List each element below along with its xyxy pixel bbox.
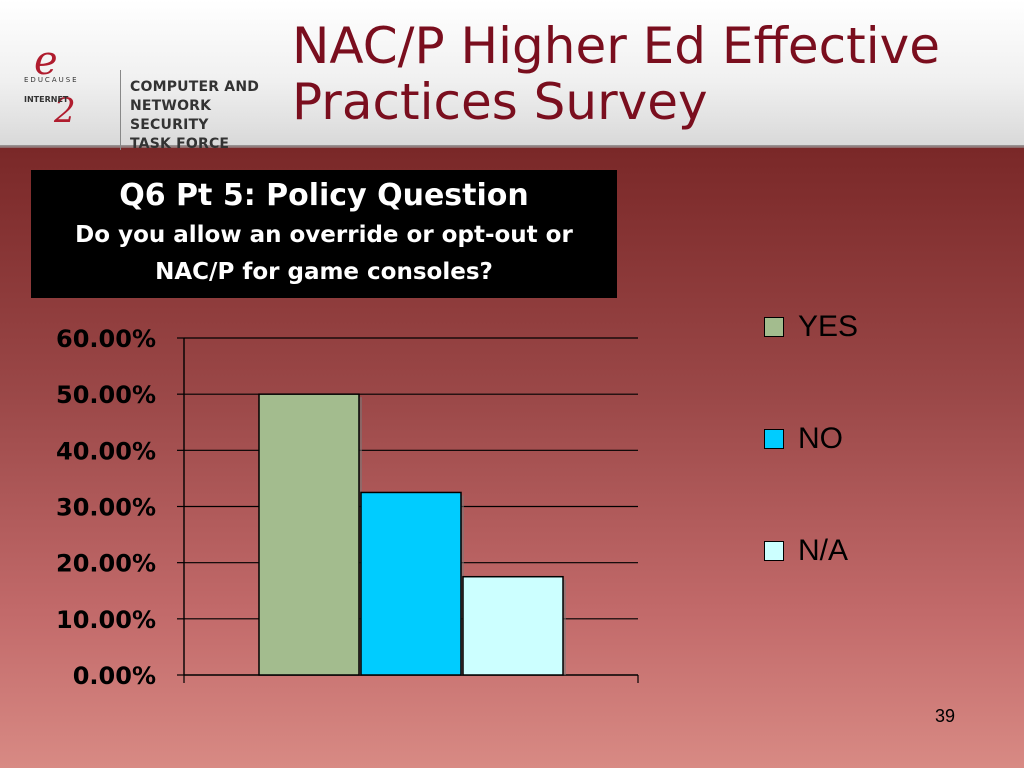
bar-no (360, 491, 462, 676)
slide-header (0, 0, 1024, 148)
internet2-text: INTERNET (24, 95, 69, 104)
y-tick-label: 20.00% (56, 550, 156, 578)
y-tick-label: 30.00% (56, 494, 156, 522)
legend-label: NO (798, 422, 843, 455)
slide-title-line2: Practices Survey (292, 73, 708, 131)
y-tick-label: 50.00% (56, 381, 156, 409)
question-line2: NAC/P for game consoles? (155, 259, 493, 285)
legend-swatch (764, 317, 784, 337)
slide-title: NAC/P Higher Ed Effective Practices Surv… (292, 18, 1012, 130)
taskforce-text: COMPUTER AND NETWORK SECURITY TASK FORCE (130, 78, 274, 154)
educause-letter: e (34, 38, 58, 84)
bar-yes (258, 393, 360, 676)
legend-label: N/A (798, 534, 849, 567)
taskforce-line: SECURITY (130, 117, 209, 133)
legend-label: YES (798, 310, 859, 343)
y-tick-label: 0.00% (73, 662, 156, 690)
legend-swatch (764, 541, 784, 561)
taskforce-line: TASK FORCE (130, 136, 230, 152)
y-tick-label: 60.00% (56, 325, 156, 353)
slide-title-line1: NAC/P Higher Ed Effective (292, 17, 941, 75)
slide-number: 39 (935, 706, 956, 726)
logo-mark: e EDUCAUSE 2 INTERNET (24, 38, 79, 130)
legend-swatch (764, 429, 784, 449)
logo-divider (120, 70, 121, 150)
internet2-number: 2 (53, 91, 76, 130)
bar-chart: 0.00% 10.00% 20.00% 30.00% 40.00% 50.00% 60.00… (56, 325, 639, 690)
question-box: Q6 Pt 5: Policy Question Do you allow an… (31, 170, 617, 298)
y-tick-label: 10.00% (56, 606, 156, 634)
question-line1: Do you allow an override or opt-out or (75, 222, 573, 248)
educause-text: EDUCAUSE (24, 76, 79, 84)
logo: e EDUCAUSE 2 INTERNET COMPUTER AND NETWO… (24, 30, 274, 152)
taskforce-line: COMPUTER AND NETWORK (130, 79, 260, 114)
y-tick-label: 40.00% (56, 437, 156, 465)
bar-n-a (462, 575, 564, 676)
question-title: Q6 Pt 5: Policy Question (119, 178, 529, 213)
